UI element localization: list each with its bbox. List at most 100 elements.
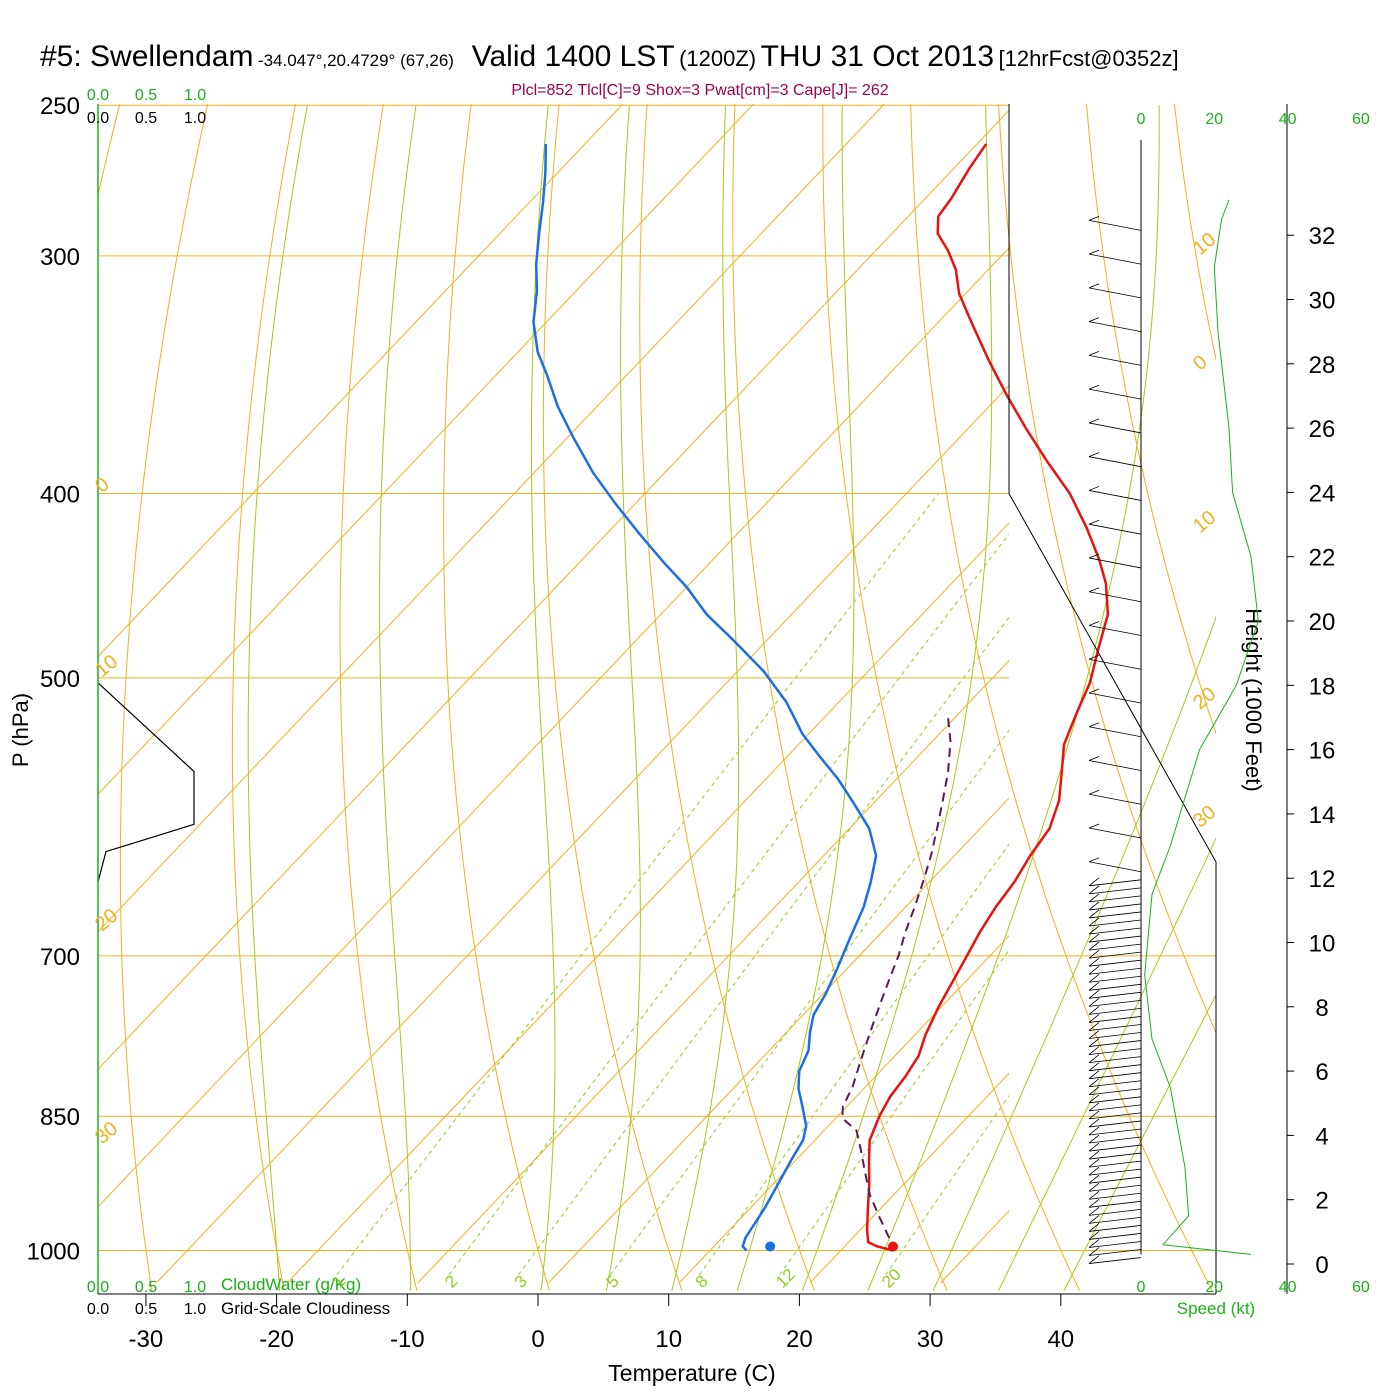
wind-barb-flag (1088, 1198, 1100, 1208)
wind-barb (1088, 355, 1142, 366)
wind-barb (1088, 726, 1142, 738)
cloudwater-bottom-tick: 1.0 (184, 1279, 206, 1296)
speed-label: Speed (kt) (1177, 1299, 1255, 1318)
wind-barb (1088, 1225, 1142, 1232)
moist-adiabat (671, 105, 740, 1291)
isotherm-label: 20 (91, 905, 122, 936)
pressure-tick-label: 1000 (27, 1239, 80, 1266)
station-coords: -34.047°,20.4729° (67,26) (257, 51, 454, 70)
isotherm-label: 10 (1189, 506, 1220, 537)
wind-barb-flag (1088, 553, 1100, 559)
wind-barb-flag (1088, 998, 1100, 1007)
isotherm-line (98, 104, 624, 658)
wind-barb-flag (1088, 1030, 1100, 1039)
moist-adiabat (1063, 993, 1216, 1292)
isotherm-line (417, 659, 1009, 1284)
wind-barb (1088, 321, 1142, 333)
wind-barb (1088, 253, 1142, 265)
wind-barb-flag (1088, 990, 1100, 999)
wind-barb-flag (1088, 925, 1100, 935)
wind-barb-flag (1088, 486, 1100, 491)
temp-tick-label: 20 (786, 1326, 813, 1353)
height-tick-label: 24 (1309, 480, 1336, 507)
wind-barb-flag (1088, 1142, 1100, 1152)
moist-adiabat (932, 615, 1216, 1292)
wind-barb (1088, 1136, 1142, 1144)
wind-barb (1088, 959, 1142, 967)
wind-barb-flag (1088, 249, 1100, 255)
wind-barb-flag (1088, 1078, 1100, 1088)
speed-tick-bottom: 0 (1137, 1279, 1146, 1296)
height-tick-label: 32 (1309, 223, 1336, 250)
wind-barb (1088, 1064, 1142, 1072)
height-tick-label: 2 (1315, 1188, 1328, 1215)
cloudiness-top-tick: 1.0 (184, 110, 206, 127)
wind-barb-flag (1088, 965, 1100, 975)
wind-barb (1088, 1072, 1142, 1080)
wind-barb (1088, 991, 1142, 999)
dry-adiabat (732, 104, 948, 1291)
temp-tick-label: -10 (390, 1326, 425, 1353)
wind-barb-flag (1088, 418, 1100, 424)
wind-barb (1088, 1120, 1142, 1128)
wind-barb-flag (1088, 949, 1100, 959)
wind-barb (1088, 1032, 1142, 1039)
isotherm-line (678, 935, 1009, 1284)
wind-barb (1088, 1160, 1142, 1168)
wind-barb-flag (1088, 621, 1100, 626)
cloudiness-profile (97, 682, 195, 882)
isotherm-label: 10 (91, 651, 122, 682)
wind-barb-flag (1088, 1006, 1100, 1015)
wind-barb-flag (1088, 722, 1100, 728)
wind-barb-flag (1088, 1022, 1100, 1031)
cloudwater-top-tick: 0.5 (135, 87, 157, 104)
wind-barb (1088, 879, 1142, 887)
cloudwater-top-tick: 0.0 (87, 87, 109, 104)
wind-barb-flag (1088, 283, 1100, 289)
wind-barb-flag (1088, 1054, 1100, 1063)
wind-barb-flag (1088, 1126, 1100, 1136)
wind-barb (1088, 219, 1142, 231)
wind-barb (1088, 1192, 1142, 1200)
wind-barb (1088, 999, 1142, 1007)
wind-barb-flag (1088, 1255, 1100, 1264)
dry-adiabat (998, 104, 1216, 1034)
isotherm-label: 0 (1189, 351, 1212, 375)
speed-tick-top: 0 (1137, 111, 1146, 128)
wind-barb (1088, 422, 1142, 434)
speed-tick-bottom: 60 (1352, 1279, 1370, 1296)
wind-barb-flag (1088, 1190, 1100, 1200)
wind-barb (1088, 557, 1142, 569)
wind-barb (1088, 1104, 1142, 1112)
mixing-ratio-label: 5 (603, 1272, 623, 1292)
wind-barb (1088, 1080, 1142, 1088)
zulu-time: (1200Z) (679, 46, 757, 71)
wind-barb (1088, 1233, 1142, 1240)
wind-barb-flag (1088, 1166, 1100, 1176)
dry-adiabat (231, 104, 297, 1291)
wind-barb-flag (1088, 452, 1100, 458)
wind-barb (1088, 1184, 1142, 1192)
wind-barb-flag (1088, 893, 1100, 903)
speed-tick-top: 20 (1205, 111, 1223, 128)
moist-adiabat (379, 105, 417, 1291)
wind-barb (1088, 1048, 1142, 1055)
wind-barb-flag (1088, 917, 1100, 927)
moist-adiabat (998, 837, 1216, 1292)
isotherm-line (156, 384, 1009, 1284)
wind-barb-flag (1088, 1150, 1100, 1160)
wind-barb-flag (1088, 1247, 1100, 1256)
wind-barb-flag (1088, 756, 1100, 761)
pressure-tick-label: 300 (40, 244, 80, 271)
pressure-tick-label: 400 (40, 482, 80, 509)
isotherm-label: 30 (91, 1118, 122, 1149)
wind-barb-flag (1088, 1062, 1100, 1071)
wind-barb-flag (1088, 1110, 1100, 1120)
temp-tick-label: -30 (129, 1326, 164, 1353)
wind-barb (1088, 827, 1142, 839)
isotherm-label: 30 (1189, 801, 1220, 832)
height-tick-label: 8 (1315, 995, 1328, 1022)
wind-barb-flag (1088, 519, 1100, 525)
isotherm-line (548, 797, 1009, 1284)
temp-tick-label: 40 (1047, 1326, 1074, 1353)
